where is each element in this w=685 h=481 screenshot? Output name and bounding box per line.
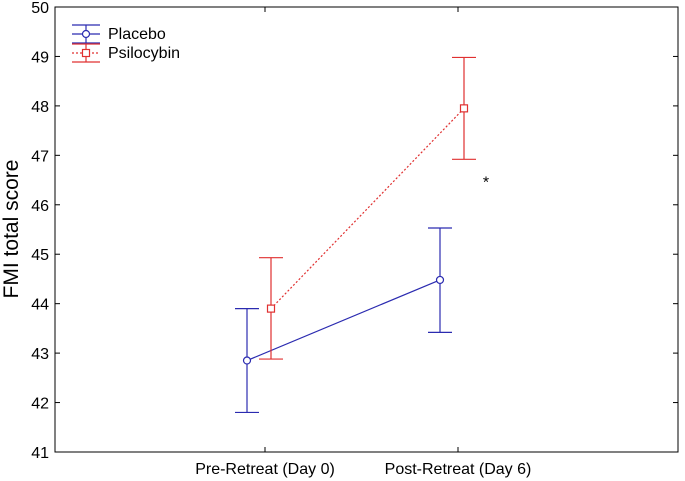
x-axis: Pre-Retreat (Day 0) Post-Retreat (Day 6) <box>195 7 531 478</box>
y-tick-label: 46 <box>31 198 49 215</box>
x-tick-label: Pre-Retreat (Day 0) <box>195 461 335 478</box>
legend-label: Psilocybin <box>108 45 180 62</box>
legend-marker <box>81 29 91 39</box>
y-tick-label: 41 <box>31 445 49 462</box>
y-tick-label: 47 <box>31 148 49 165</box>
series-psilocybin <box>259 56 476 360</box>
y-tick-label: 48 <box>31 99 49 116</box>
data-point <box>459 104 469 113</box>
x-tick-label: Post-Retreat (Day 6) <box>385 461 532 478</box>
series-layer <box>235 56 476 414</box>
legend-marker <box>81 48 91 58</box>
y-tick-label: 44 <box>31 297 49 314</box>
legend-item-psilocybin: Psilocybin <box>72 43 180 63</box>
data-point <box>435 275 445 285</box>
series-line <box>246 279 441 362</box>
plot-frame <box>54 6 679 453</box>
y-tick-label: 45 <box>31 247 49 264</box>
y-tick-label: 43 <box>31 346 49 363</box>
legend-item-placebo: Placebo <box>72 24 166 44</box>
annotation-layer: * <box>483 175 489 192</box>
significance-marker: * <box>483 175 489 192</box>
y-axis: 41 42 43 44 45 46 47 48 49 50 <box>31 0 678 462</box>
series-line <box>270 107 465 310</box>
y-tick-label: 49 <box>31 49 49 66</box>
series-placebo <box>235 227 452 414</box>
y-tick-label: 42 <box>31 396 49 413</box>
y-axis-title: FMI total score <box>0 160 23 299</box>
legend-label: Placebo <box>108 26 166 43</box>
data-point <box>266 304 276 313</box>
y-tick-label: 50 <box>31 0 49 17</box>
data-point <box>242 356 252 365</box>
legend: Placebo Psilocybin <box>72 24 180 63</box>
